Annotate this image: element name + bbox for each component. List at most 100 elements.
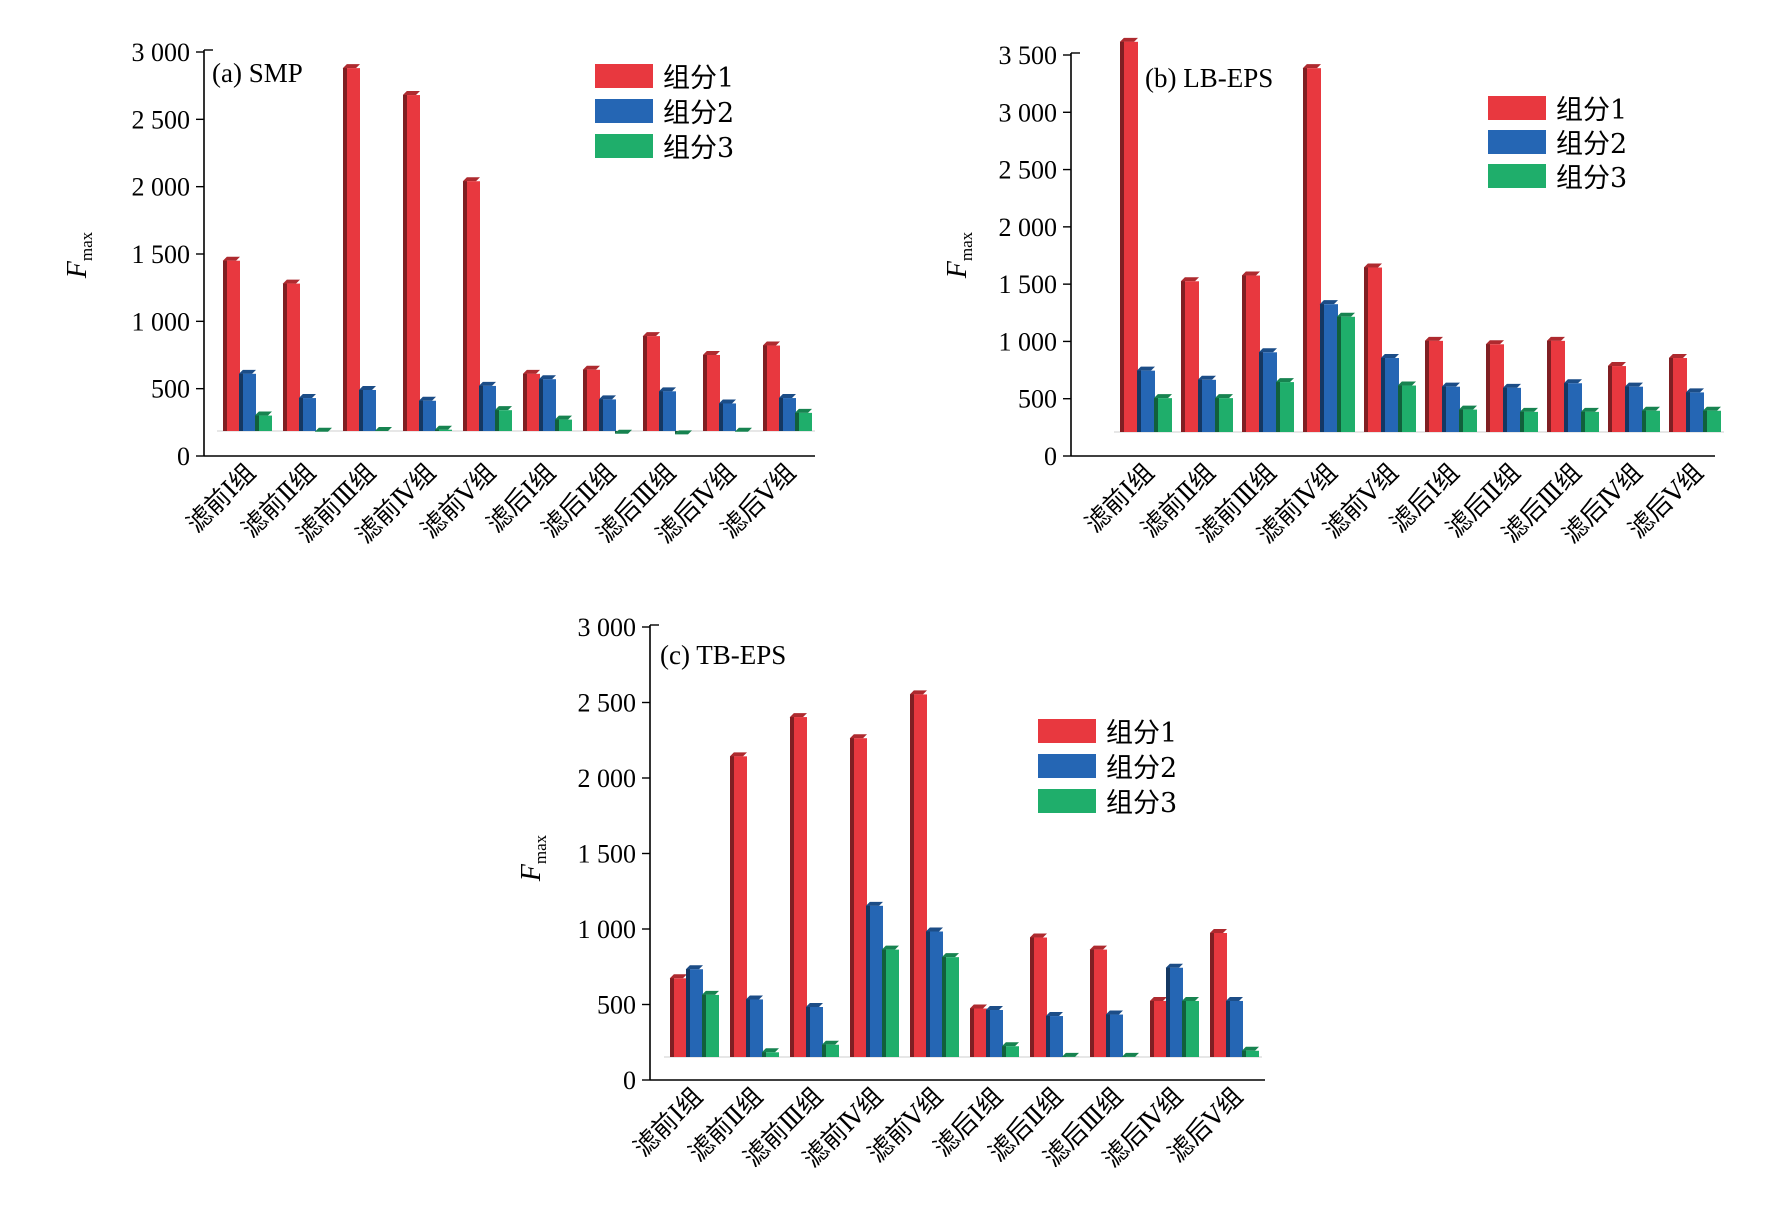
- bar-top: [643, 332, 660, 337]
- bar-side: [806, 1002, 810, 1057]
- bar-front: [1463, 409, 1477, 432]
- legend-swatch: [1488, 130, 1546, 154]
- bar-side: [403, 91, 407, 431]
- bar: [926, 927, 943, 1057]
- bar: [746, 995, 763, 1057]
- bar: [910, 690, 927, 1057]
- y-tick-label: 0: [177, 442, 190, 471]
- y-tick-label: 2 000: [999, 213, 1058, 242]
- bar: [343, 64, 360, 432]
- bar-top: [866, 901, 883, 906]
- bar-front: [1246, 275, 1260, 432]
- bar-top: [1215, 394, 1233, 399]
- bar-side: [419, 396, 423, 431]
- bar-top: [479, 381, 496, 386]
- bar-top: [555, 415, 572, 420]
- bar-top: [659, 387, 676, 392]
- bar-side: [1046, 1012, 1050, 1057]
- legend: 组分1 组分2 组分3: [1038, 718, 1177, 819]
- bar-side: [1181, 277, 1185, 432]
- bar: [1459, 405, 1477, 432]
- bar-front: [1094, 949, 1107, 1057]
- bar: [686, 965, 703, 1057]
- bar-side: [1030, 933, 1034, 1057]
- bar-top: [403, 91, 420, 96]
- bar-side: [1182, 996, 1186, 1057]
- bar-front: [1446, 386, 1460, 432]
- bar: [659, 387, 676, 431]
- bar-front: [287, 283, 300, 431]
- bar-side: [1703, 406, 1707, 432]
- bar-top: [283, 279, 300, 284]
- panel-title: (a) SMP: [212, 58, 303, 88]
- bar: [970, 1004, 987, 1057]
- bar-top: [806, 1002, 823, 1007]
- bar: [283, 279, 300, 431]
- bar-top: [1442, 382, 1460, 387]
- bar-front: [854, 738, 867, 1057]
- bar-front: [706, 994, 719, 1057]
- bar-side: [343, 64, 347, 432]
- bar-top: [1242, 1046, 1259, 1051]
- bar-front: [1324, 304, 1338, 432]
- bar-side: [1320, 300, 1324, 432]
- bar-side: [583, 365, 587, 431]
- bar-front: [766, 1052, 779, 1057]
- bar-side: [1150, 996, 1154, 1057]
- bar-side: [1442, 382, 1446, 432]
- bar-top: [1581, 407, 1599, 412]
- bar-front: [1524, 411, 1538, 432]
- bar-top: [1669, 354, 1687, 359]
- y-tick-label: 500: [597, 991, 636, 1020]
- bar-front: [1673, 358, 1687, 432]
- y-tick-label: 0: [1044, 442, 1057, 471]
- bar-side: [523, 369, 527, 431]
- bar-front: [1585, 411, 1599, 432]
- bar-front: [914, 694, 927, 1057]
- bar-side: [719, 399, 723, 431]
- bar-top: [735, 427, 752, 432]
- bar-top: [1106, 1010, 1123, 1015]
- bar-front: [783, 398, 796, 431]
- panel-title: (c) TB-EPS: [660, 640, 786, 670]
- bar-top: [675, 430, 692, 435]
- legend-label: 组分2: [1556, 129, 1627, 160]
- bar-side: [1581, 407, 1585, 432]
- legend: 组分1 组分2 组分3: [595, 63, 734, 164]
- bar: [583, 365, 600, 431]
- bar-side: [1564, 379, 1568, 432]
- y-tick-label: 3 500: [999, 41, 1058, 70]
- bar-top: [1226, 996, 1243, 1001]
- bar-front: [1034, 937, 1047, 1057]
- legend-swatch: [1038, 719, 1096, 743]
- legend-label: 组分1: [1556, 95, 1627, 126]
- bar: [1608, 362, 1626, 432]
- bar-front: [1280, 382, 1294, 432]
- bar-front: [1263, 352, 1277, 432]
- bar: [375, 427, 392, 432]
- bar-top: [343, 64, 360, 69]
- bar-top: [926, 927, 943, 932]
- bar-front: [1429, 340, 1443, 432]
- bar-top: [790, 713, 807, 718]
- bar-side: [866, 901, 870, 1057]
- bar: [299, 394, 316, 431]
- bar-side: [659, 387, 663, 431]
- bar-side: [1398, 381, 1402, 432]
- bar: [1686, 388, 1704, 432]
- legend-swatch: [1488, 164, 1546, 188]
- bar-front: [930, 931, 943, 1057]
- bar-side: [1669, 354, 1673, 432]
- bar-side: [703, 350, 707, 431]
- bar: [790, 713, 807, 1057]
- bar-side: [1608, 362, 1612, 432]
- bar-front: [794, 717, 807, 1057]
- bar-front: [1341, 316, 1355, 432]
- bar-front: [1110, 1014, 1123, 1057]
- bar: [986, 1006, 1003, 1057]
- legend-swatch: [595, 99, 653, 123]
- bar-front: [1402, 385, 1416, 432]
- bar-front: [1368, 267, 1382, 432]
- bar: [762, 1048, 779, 1057]
- bar: [719, 399, 736, 431]
